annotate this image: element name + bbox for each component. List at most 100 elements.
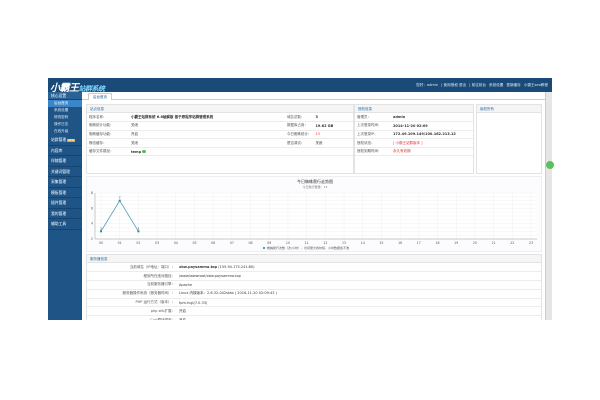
sidebar-group-label: 采集管理 xyxy=(51,179,67,184)
sidebar-group[interactable]: 模板管理 xyxy=(48,188,82,198)
info-value: Apache xyxy=(177,280,541,290)
header-link[interactable]: | 前往前台 xyxy=(469,83,486,87)
cell-text: 蜘蛛统计功能： xyxy=(89,123,114,128)
info-value: fpm-fcgi(7.0.33) xyxy=(177,298,541,308)
cell-text: 域名总数： xyxy=(286,114,305,119)
sidebar-group[interactable]: 采集管理 xyxy=(48,177,82,188)
sidebar-group-label: 关键词管理 xyxy=(51,168,70,174)
x-tick-label: 08 xyxy=(249,241,253,245)
tab-home[interactable]: 后台首页 xyxy=(88,93,112,100)
sidebar-group[interactable]: 内容库 xyxy=(48,146,82,156)
sidebar-group[interactable]: 站群管理 NEW xyxy=(48,135,82,146)
x-tick-label: 16 xyxy=(398,241,402,245)
data-point[interactable] xyxy=(100,230,102,233)
header-link[interactable]: | 使用授权 退出 xyxy=(441,83,467,87)
cell-text: 是否调试： xyxy=(286,140,305,145)
scrollbar[interactable] xyxy=(545,92,552,320)
cell-text: 开启 xyxy=(179,317,186,320)
data-label: 3 xyxy=(100,226,102,230)
header-link[interactable]: 更新缓存 xyxy=(506,83,521,87)
table-row: 服务器操作系统（服务器时间）： Linux 内核版本：2.6.32-042stab… xyxy=(87,289,541,299)
table-row: 当前域名（IP地址：端口）： xbw.paysamma.top (155.94.1… xyxy=(87,263,541,273)
info-label: 管理员： xyxy=(355,113,391,123)
data-label: 7 xyxy=(119,196,121,200)
sidebar-group[interactable]: 关键词管理 xyxy=(48,167,82,177)
table-row: 静态缓存： 关闭 是否调试： 关闭 xyxy=(87,138,353,148)
cell-text: 19.62 GB xyxy=(315,123,334,128)
info-value: 2014-11-20 02:09 xyxy=(391,121,473,131)
top-header: 小霸王站群系统 您好：admin | 使用授权 退出 | 前往前台 系统设置 更新缓存小… xyxy=(48,78,552,94)
sidebar-subitem[interactable]: 操作日志 xyxy=(54,122,69,126)
info-label: 当前域名（IP地址：端口）： xyxy=(87,263,177,273)
app-window: 小霸王站群系统 您好：admin | 使用授权 退出 | 前往前台 系统设置 更新缓存小… xyxy=(48,78,552,320)
info-label: 今日蜘蛛统计： xyxy=(284,130,314,140)
table-row: PHP 运行方式（版本）： fpm-fcgi(7.0.33) xyxy=(87,298,541,308)
data-point[interactable] xyxy=(137,230,140,233)
y-tick-label: 2 xyxy=(91,237,93,241)
x-tick-label: 09 xyxy=(267,241,271,245)
sidebar-subitem[interactable]: 后台首页 xyxy=(48,100,82,107)
info-value: 关闭 xyxy=(129,138,285,148)
info-label: 缓存文件路径： xyxy=(87,147,129,157)
cell-text: 小霸王站群系统 6.8破解版 基于原程序站群管理系统 xyxy=(131,114,214,119)
tab-bar: 后台首页 xyxy=(82,92,545,100)
server-info-panel: 服务器信息 当前域名（IP地址：端口）： xbw.paysamma.top (15… xyxy=(86,254,542,320)
header-link[interactable]: 系统设置 xyxy=(488,83,504,87)
header-links: 您好：admin | 使用授权 退出 | 前往前台 系统设置 更新缓存 小霸王seo教程 xyxy=(416,83,548,88)
info-value: 开启 xyxy=(177,315,541,320)
sidebar-group[interactable]: 我的管理 xyxy=(48,209,82,219)
header-link[interactable]: 小霸王seo教程 xyxy=(523,83,548,87)
info-value: 关闭 xyxy=(129,121,285,131)
cell-text: 数据库占用： xyxy=(286,123,308,128)
cell-text: 开启 xyxy=(131,131,138,136)
x-tick-label: 18 xyxy=(435,241,439,245)
sidebar: 核心设置 后台首页 系统设置修改密码操作日志在线升级站群管理 NEW 内容库伴随管理 关键… xyxy=(48,92,82,320)
cell-text: 开启 xyxy=(179,308,186,313)
table-row: 蜘蛛缓存功能： 开启 今日蜘蛛统计： 13 xyxy=(87,130,353,140)
main-content: 后台首页 站点信息 程序名称： 小霸王站群系统 6.8破解版 基于原程序站群管理系… xyxy=(82,92,545,320)
sidebar-group-label: 模板管理 xyxy=(51,189,67,195)
info-label: 当前服务器引擎： xyxy=(87,280,177,290)
sidebar-subitem[interactable]: 修改密码 xyxy=(54,115,69,119)
auth-info-table: 管理员： admin 上次登录时间： 2014-11-20 02:09 上次登录IP： 1… xyxy=(355,113,473,157)
table-row: 管理员： admin xyxy=(355,113,473,123)
table-row: 上次登录IP： 172.49.109.149/100.162.213.12 xyxy=(355,130,473,140)
sidebar-group-label: 内容库 xyxy=(51,147,63,153)
sidebar-subitem[interactable]: 在线升级 xyxy=(54,129,69,133)
data-label: 3 xyxy=(137,226,139,230)
header-link[interactable]: 您好：admin xyxy=(416,83,439,87)
float-button[interactable] xyxy=(546,161,554,169)
info-value: 172.49.109.149/100.162.213.12 xyxy=(391,130,473,140)
data-point[interactable] xyxy=(118,199,121,202)
sidebar-group[interactable]: 插件管理 xyxy=(48,198,82,209)
cell-text: 关闭 xyxy=(131,140,138,145)
sidebar-section-core[interactable]: 核心设置 xyxy=(48,92,82,100)
info-label: 数据库占用： xyxy=(284,121,314,131)
info-label: 程序名称： xyxy=(87,113,129,123)
x-tick-label: 03 xyxy=(155,241,159,245)
table-row: 上次登录时间： 2014-11-20 02:09 xyxy=(355,121,473,131)
cell-text: 静态缓存： xyxy=(89,140,107,145)
chart-subtitle: 今日爬行数量：13 xyxy=(303,184,328,189)
x-tick-label: 07 xyxy=(230,241,234,245)
info-value: Linux 内核版本：2.6.32-042stab ( 2016-11-20 0… xyxy=(177,289,541,299)
legend-label[interactable]: 蜘蛛爬行次数（次/小时），访问量大的时候，小时数据会不准 xyxy=(267,245,349,250)
cell-text: xbw.paysamma.top xyxy=(179,265,218,270)
sidebar-group[interactable]: 伴随管理 xyxy=(48,156,82,167)
x-tick-label: 02 xyxy=(136,241,140,245)
x-tick-label: 20 xyxy=(473,241,477,245)
info-value: 开启 xyxy=(129,130,285,140)
info-label: 静态缓存： xyxy=(87,138,129,148)
cell-text: 蜘蛛缓存功能： xyxy=(89,131,114,136)
x-tick-label: 22 xyxy=(510,241,514,245)
sidebar-subitem[interactable]: 系统设置 xyxy=(54,108,69,112)
info-label: 域名总数： xyxy=(284,113,314,123)
copyright-title: 版权所有 xyxy=(477,105,541,113)
logo-sub: 站群系统 xyxy=(78,85,106,93)
info-label: php zlib扩展： xyxy=(87,306,177,317)
table-row: 授权状态：[ 小霸王站群版本 ] xyxy=(355,138,473,148)
x-tick-label: 12 xyxy=(323,241,327,245)
sidebar-group[interactable]: 辅助工具 xyxy=(48,219,82,230)
y-tick-label: 6 xyxy=(91,206,93,210)
cell-extra: (155.94.175.241:80) xyxy=(218,265,255,270)
